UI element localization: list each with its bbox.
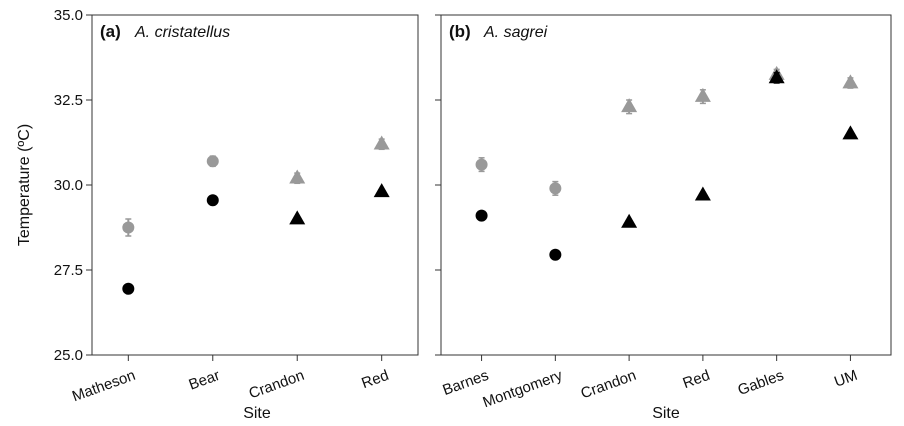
plot-frame: [91, 14, 419, 356]
data-point-triangle: [694, 186, 711, 201]
panel-tag: (a): [100, 22, 121, 41]
data-point-triangle: [289, 210, 306, 225]
data-point-triangle: [373, 135, 390, 150]
data-point-circle: [206, 155, 219, 168]
x-axis-label: Site: [243, 405, 271, 422]
data-point-triangle: [289, 169, 306, 184]
data-point-circle: [475, 158, 488, 171]
y-tick-label: 35.0: [54, 7, 83, 24]
data-point-triangle: [768, 69, 785, 84]
plot-frame: [440, 14, 892, 356]
x-tick-label: Matheson: [70, 367, 138, 406]
data-point-triangle: [842, 74, 859, 89]
data-point-circle: [549, 182, 562, 195]
x-tick-label: Crandon: [247, 367, 307, 403]
x-axis-label: Site: [652, 405, 680, 422]
data-point-circle: [122, 221, 135, 234]
data-point-triangle: [621, 213, 638, 228]
y-axis-label: Temperature (ºC): [16, 124, 33, 246]
species-title: A. sagrei: [483, 24, 548, 41]
data-point-triangle: [694, 87, 711, 102]
x-tick-label: Gables: [736, 367, 786, 399]
x-tick-label: UM: [832, 367, 860, 391]
x-tick-label: Montgomery: [481, 367, 566, 412]
data-point-circle: [206, 194, 219, 207]
panel-tag: (b): [449, 22, 471, 41]
panel-a: 25.0 27.5 30.0 32.5 35.0 Matheson Bear Crandon R…: [54, 7, 419, 422]
x-tick-label: Crandon: [579, 367, 639, 403]
data-point-triangle: [373, 183, 390, 198]
data-point-circle: [122, 282, 135, 295]
y-tick-label: 32.5: [54, 92, 83, 109]
x-tick-label: Red: [681, 367, 713, 392]
data-point-circle: [549, 248, 562, 261]
data-point-circle: [475, 209, 488, 222]
y-tick-label: 25.0: [54, 347, 83, 364]
x-tick-label: Bear: [187, 367, 223, 394]
x-tick-label: Red: [359, 367, 391, 392]
data-point-triangle: [842, 125, 859, 140]
y-tick-label: 30.0: [54, 177, 83, 194]
species-title: A. cristatellus: [134, 24, 230, 41]
data-point-triangle: [621, 98, 638, 113]
y-tick-label: 27.5: [54, 262, 83, 279]
